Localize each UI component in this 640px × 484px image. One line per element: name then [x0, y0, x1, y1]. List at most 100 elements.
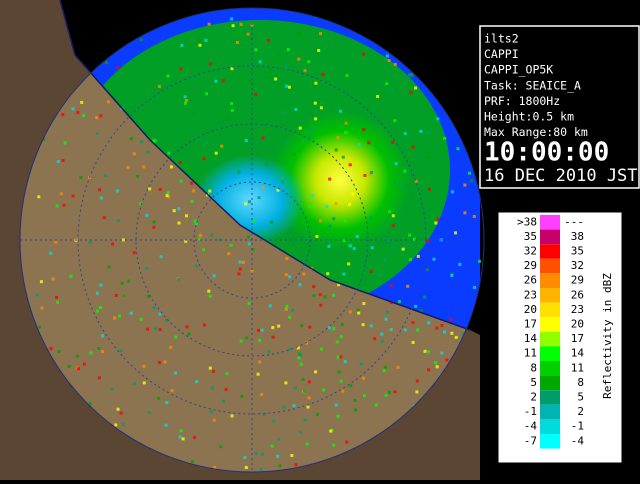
- speckle: [142, 165, 146, 169]
- speckle: [121, 423, 125, 427]
- speckle: [261, 452, 265, 456]
- speckle: [225, 117, 229, 121]
- speckle: [262, 194, 266, 197]
- speckle: [317, 49, 321, 52]
- speckle: [270, 220, 273, 224]
- speckle: [116, 407, 120, 411]
- speckle: [419, 309, 423, 313]
- speckle: [312, 285, 316, 289]
- speckle: [174, 335, 178, 339]
- speckle: [344, 121, 348, 125]
- speckle: [165, 194, 169, 198]
- speckle: [212, 369, 215, 373]
- speckle: [391, 224, 395, 228]
- speckle: [230, 414, 234, 418]
- speckle: [219, 445, 223, 449]
- speckle: [414, 86, 418, 90]
- legend-high: 5: [577, 391, 584, 404]
- speckle: [250, 269, 254, 273]
- speckle: [397, 300, 401, 304]
- speckle: [146, 327, 150, 331]
- speckle: [411, 145, 415, 149]
- legend-low: 2: [530, 391, 537, 404]
- speckle: [185, 214, 188, 218]
- speckle: [362, 52, 365, 56]
- speckle: [208, 366, 212, 370]
- speckle: [198, 43, 202, 47]
- speckle: [95, 116, 99, 120]
- speckle: [154, 327, 158, 331]
- speckle: [212, 274, 216, 278]
- speckle: [120, 281, 124, 285]
- speckle: [260, 393, 264, 396]
- legend-low: 20: [524, 303, 537, 316]
- speckle: [76, 367, 80, 371]
- speckle: [245, 336, 249, 340]
- speckle: [427, 131, 431, 135]
- speckle: [376, 95, 380, 98]
- speckle: [267, 350, 271, 354]
- speckle: [38, 325, 42, 329]
- speckle: [436, 217, 440, 221]
- date: 16 DEC 2010 JST: [484, 166, 638, 186]
- speckle: [99, 196, 103, 200]
- speckle: [274, 77, 278, 81]
- speckle: [158, 361, 162, 364]
- speckle: [314, 81, 318, 85]
- speckle: [299, 362, 303, 366]
- legend-low: 14: [524, 332, 538, 345]
- speckle: [303, 418, 307, 422]
- speckle: [314, 370, 317, 374]
- speckle: [69, 274, 73, 278]
- speckle: [403, 169, 407, 173]
- speckle: [152, 306, 156, 310]
- speckle: [299, 431, 302, 434]
- speckle: [181, 437, 185, 441]
- speckle: [385, 310, 389, 314]
- speckle: [454, 231, 457, 235]
- speckle: [337, 283, 341, 287]
- speckle: [212, 418, 216, 422]
- speckle: [290, 454, 294, 457]
- speckle: [146, 295, 150, 298]
- legend-low: 8: [530, 361, 537, 374]
- speckle: [238, 260, 242, 264]
- speckle: [393, 63, 397, 66]
- speckle: [145, 131, 149, 135]
- speckle: [414, 304, 418, 308]
- speckle: [298, 126, 302, 130]
- speckle: [288, 347, 292, 351]
- speckle: [145, 266, 149, 270]
- speckle: [362, 128, 366, 132]
- speckle: [165, 401, 169, 404]
- speckle: [355, 234, 359, 238]
- legend-high: 32: [571, 259, 584, 272]
- speckle: [118, 314, 121, 318]
- speckle: [308, 205, 312, 209]
- speckle: [39, 280, 43, 284]
- speckle: [56, 160, 60, 164]
- speckle: [132, 251, 136, 255]
- speckle: [254, 93, 258, 97]
- speckle: [122, 294, 126, 298]
- speckle: [284, 273, 288, 277]
- speckle: [198, 237, 201, 241]
- speckle: [208, 294, 212, 298]
- speckle: [348, 202, 352, 206]
- speckle: [276, 53, 280, 57]
- speckle: [214, 79, 218, 83]
- speckle: [244, 466, 248, 469]
- speckle: [207, 22, 211, 26]
- speckle: [384, 317, 388, 321]
- legend-low: 32: [524, 245, 537, 258]
- speckle: [177, 151, 181, 155]
- speckle: [271, 326, 275, 330]
- speckle: [343, 219, 347, 223]
- speckle: [393, 180, 397, 184]
- speckle: [218, 238, 221, 242]
- speckle: [470, 179, 474, 183]
- speckle: [384, 393, 388, 397]
- speckle: [445, 358, 449, 362]
- speckle: [147, 411, 151, 414]
